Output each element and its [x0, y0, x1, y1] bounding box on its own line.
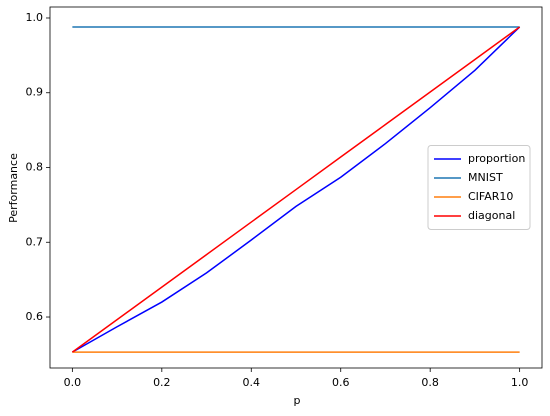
series-line	[71, 26, 521, 353]
y-tick-label: 0.8	[26, 161, 44, 174]
legend-label: diagonal	[468, 209, 515, 222]
legend-label: proportion	[468, 152, 525, 165]
plot-frame	[49, 6, 543, 369]
series-line	[71, 26, 521, 353]
y-tick-label: 1.0	[26, 11, 44, 24]
x-tick-label: 0.4	[243, 376, 261, 389]
x-tick-label: 0.0	[64, 376, 82, 389]
legend-box	[427, 145, 531, 230]
x-tick-label: 0.8	[421, 376, 439, 389]
legend-label: CIFAR10	[468, 190, 513, 203]
x-tick-label: 1.0	[511, 376, 529, 389]
y-tick-label: 0.9	[26, 86, 44, 99]
x-tick-label: 0.2	[153, 376, 171, 389]
legend-label: MNIST	[468, 171, 503, 184]
y-tick-label: 0.7	[26, 235, 44, 248]
y-axis-label: Performance	[7, 153, 20, 223]
x-tick-label: 0.6	[332, 376, 350, 389]
y-tick-label: 0.6	[26, 310, 44, 323]
x-axis-label: p	[294, 394, 301, 407]
